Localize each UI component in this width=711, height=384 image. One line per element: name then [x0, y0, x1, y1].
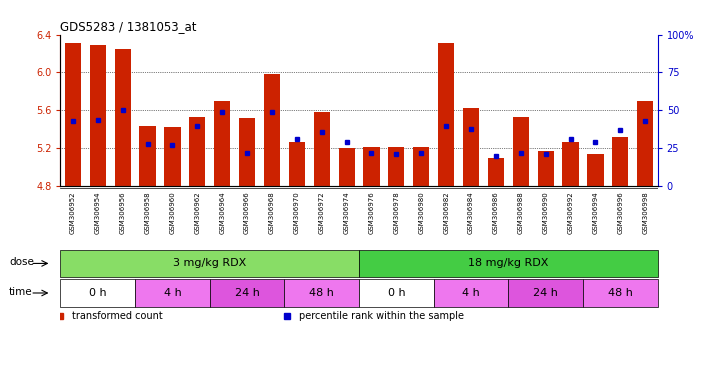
Bar — [114, 49, 131, 186]
Bar — [160, 188, 185, 248]
Bar — [459, 188, 483, 248]
Bar — [110, 188, 135, 248]
Text: GSM306992: GSM306992 — [567, 191, 574, 234]
Bar — [483, 188, 508, 248]
Text: GSM306972: GSM306972 — [319, 191, 325, 234]
Text: GSM306974: GSM306974 — [343, 191, 350, 234]
Bar — [438, 43, 454, 186]
Bar — [363, 147, 380, 186]
Bar — [513, 117, 529, 186]
Bar — [85, 188, 110, 248]
Bar — [139, 126, 156, 186]
Text: GSM306976: GSM306976 — [368, 191, 375, 234]
Bar — [583, 188, 608, 248]
Bar — [210, 279, 284, 307]
Bar — [533, 188, 558, 248]
Text: GSM306958: GSM306958 — [144, 191, 151, 234]
Bar — [284, 279, 359, 307]
Bar — [608, 188, 633, 248]
Bar — [60, 279, 135, 307]
Bar — [334, 188, 359, 248]
Bar — [239, 118, 255, 186]
Bar — [583, 279, 658, 307]
Text: GSM306964: GSM306964 — [219, 191, 225, 234]
Text: GDS5283 / 1381053_at: GDS5283 / 1381053_at — [60, 20, 197, 33]
Text: GSM306970: GSM306970 — [294, 191, 300, 234]
Bar — [359, 279, 434, 307]
Bar — [562, 142, 579, 186]
Bar — [289, 142, 305, 186]
Text: 4 h: 4 h — [462, 288, 480, 298]
Text: GSM306990: GSM306990 — [542, 191, 549, 234]
Bar — [189, 117, 205, 186]
Text: 3 mg/kg RDX: 3 mg/kg RDX — [173, 258, 247, 268]
Bar — [164, 126, 181, 186]
Text: GSM306960: GSM306960 — [169, 191, 176, 234]
Bar — [409, 188, 434, 248]
Bar — [558, 188, 583, 248]
Bar — [508, 279, 583, 307]
Text: GSM306978: GSM306978 — [393, 191, 400, 234]
Bar — [413, 147, 429, 186]
Bar — [60, 188, 85, 248]
Text: GSM306980: GSM306980 — [418, 191, 424, 234]
Bar — [434, 188, 459, 248]
Text: GSM306982: GSM306982 — [443, 191, 449, 234]
Text: GSM306986: GSM306986 — [493, 191, 499, 234]
Text: GSM306966: GSM306966 — [244, 191, 250, 234]
Bar — [135, 279, 210, 307]
Bar — [214, 101, 230, 186]
Bar — [284, 188, 309, 248]
Bar — [384, 188, 409, 248]
Text: GSM306952: GSM306952 — [70, 191, 76, 233]
Bar — [637, 101, 653, 186]
Bar — [90, 45, 106, 186]
Bar — [235, 188, 260, 248]
Bar — [210, 188, 235, 248]
Text: 48 h: 48 h — [309, 288, 334, 298]
Text: 0 h: 0 h — [387, 288, 405, 298]
Text: GSM306968: GSM306968 — [269, 191, 275, 234]
Bar — [338, 148, 355, 186]
Bar — [488, 158, 504, 186]
Bar — [388, 147, 405, 186]
Bar — [309, 188, 334, 248]
Text: time: time — [9, 286, 33, 296]
Bar — [538, 151, 554, 186]
Bar — [463, 108, 479, 186]
Bar — [264, 74, 280, 186]
Bar — [508, 188, 533, 248]
Bar — [434, 279, 508, 307]
Text: GSM306954: GSM306954 — [95, 191, 101, 233]
Text: GSM306962: GSM306962 — [194, 191, 201, 234]
Bar — [185, 188, 210, 248]
Text: 24 h: 24 h — [235, 288, 260, 298]
Text: 48 h: 48 h — [608, 288, 633, 298]
Bar — [359, 250, 658, 277]
Text: transformed count: transformed count — [73, 311, 163, 321]
Text: GSM306984: GSM306984 — [468, 191, 474, 234]
Bar — [65, 43, 81, 186]
Bar — [314, 112, 330, 186]
Bar — [260, 188, 284, 248]
Text: GSM306988: GSM306988 — [518, 191, 524, 234]
Bar — [612, 137, 629, 186]
Text: 18 mg/kg RDX: 18 mg/kg RDX — [468, 258, 549, 268]
Text: 24 h: 24 h — [533, 288, 558, 298]
Text: GSM306994: GSM306994 — [592, 191, 599, 234]
Text: 4 h: 4 h — [164, 288, 181, 298]
Bar — [359, 188, 384, 248]
Text: dose: dose — [9, 257, 34, 267]
Bar — [633, 188, 658, 248]
Bar — [587, 154, 604, 186]
Text: 0 h: 0 h — [89, 288, 107, 298]
Text: percentile rank within the sample: percentile rank within the sample — [299, 311, 464, 321]
Text: GSM306956: GSM306956 — [119, 191, 126, 234]
Text: GSM306998: GSM306998 — [642, 191, 648, 234]
Text: GSM306996: GSM306996 — [617, 191, 624, 234]
Bar — [135, 188, 160, 248]
Bar — [60, 250, 359, 277]
